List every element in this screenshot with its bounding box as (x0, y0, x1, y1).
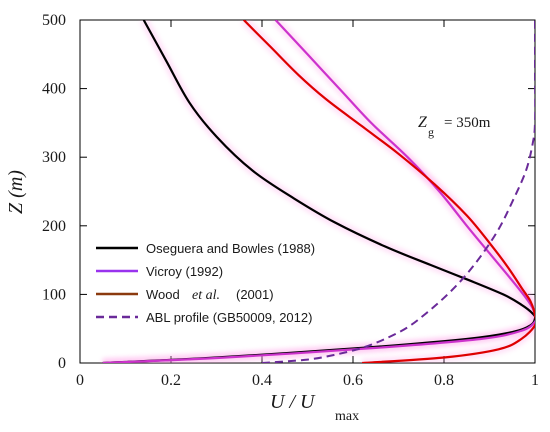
x-tick-label: 0.6 (343, 372, 363, 389)
x-tick-label: 1 (531, 372, 539, 389)
legend-label-3: ABL profile (GB50009, 2012) (146, 310, 312, 325)
legend-label-0: Oseguera and Bowles (1988) (146, 241, 315, 256)
x-axis-label: U / U (270, 391, 316, 413)
x-tick-label: 0.4 (252, 372, 272, 389)
legend: Oseguera and Bowles (1988) Vicroy (1992) W… (96, 241, 315, 325)
zg-annotation-value: = 350m (444, 115, 491, 131)
y-axis-label: Z (m) (5, 170, 27, 214)
legend-label-italic-2: et al. (192, 288, 220, 303)
zg-annotation: Z g = 350m (418, 114, 491, 139)
legend-label-1: Vicroy (1992) (146, 264, 223, 279)
y-tick-label: 300 (42, 149, 66, 166)
y-tick-label: 500 (42, 12, 66, 29)
y-tick-label: 200 (42, 218, 66, 235)
y-tick-label: 0 (58, 355, 66, 372)
series-line-0 (102, 20, 535, 363)
x-tick-label: 0 (76, 372, 84, 389)
series-line-3 (261, 20, 535, 363)
zg-annotation-z: Z (418, 114, 428, 131)
zg-annotation-sub: g (428, 125, 434, 139)
series-lines (102, 20, 535, 363)
x-tick-label: 0.2 (161, 372, 181, 389)
x-axis-label-group: U / U max (270, 391, 359, 424)
y-tick-label: 100 (42, 286, 66, 303)
x-tick-label: 0.8 (434, 372, 454, 389)
series-line-2 (243, 20, 535, 363)
x-axis-label-sub: max (335, 409, 359, 424)
axis-tick-labels: 0 0.2 0.4 0.6 0.8 1 0 100 200 300 400 500 (42, 12, 539, 389)
series-line-1 (102, 20, 535, 363)
plot-frame (79, 19, 536, 364)
legend-label-tail-2: (2001) (236, 287, 274, 302)
legend-label-2: Wood (146, 287, 180, 302)
y-tick-label: 400 (42, 81, 66, 98)
